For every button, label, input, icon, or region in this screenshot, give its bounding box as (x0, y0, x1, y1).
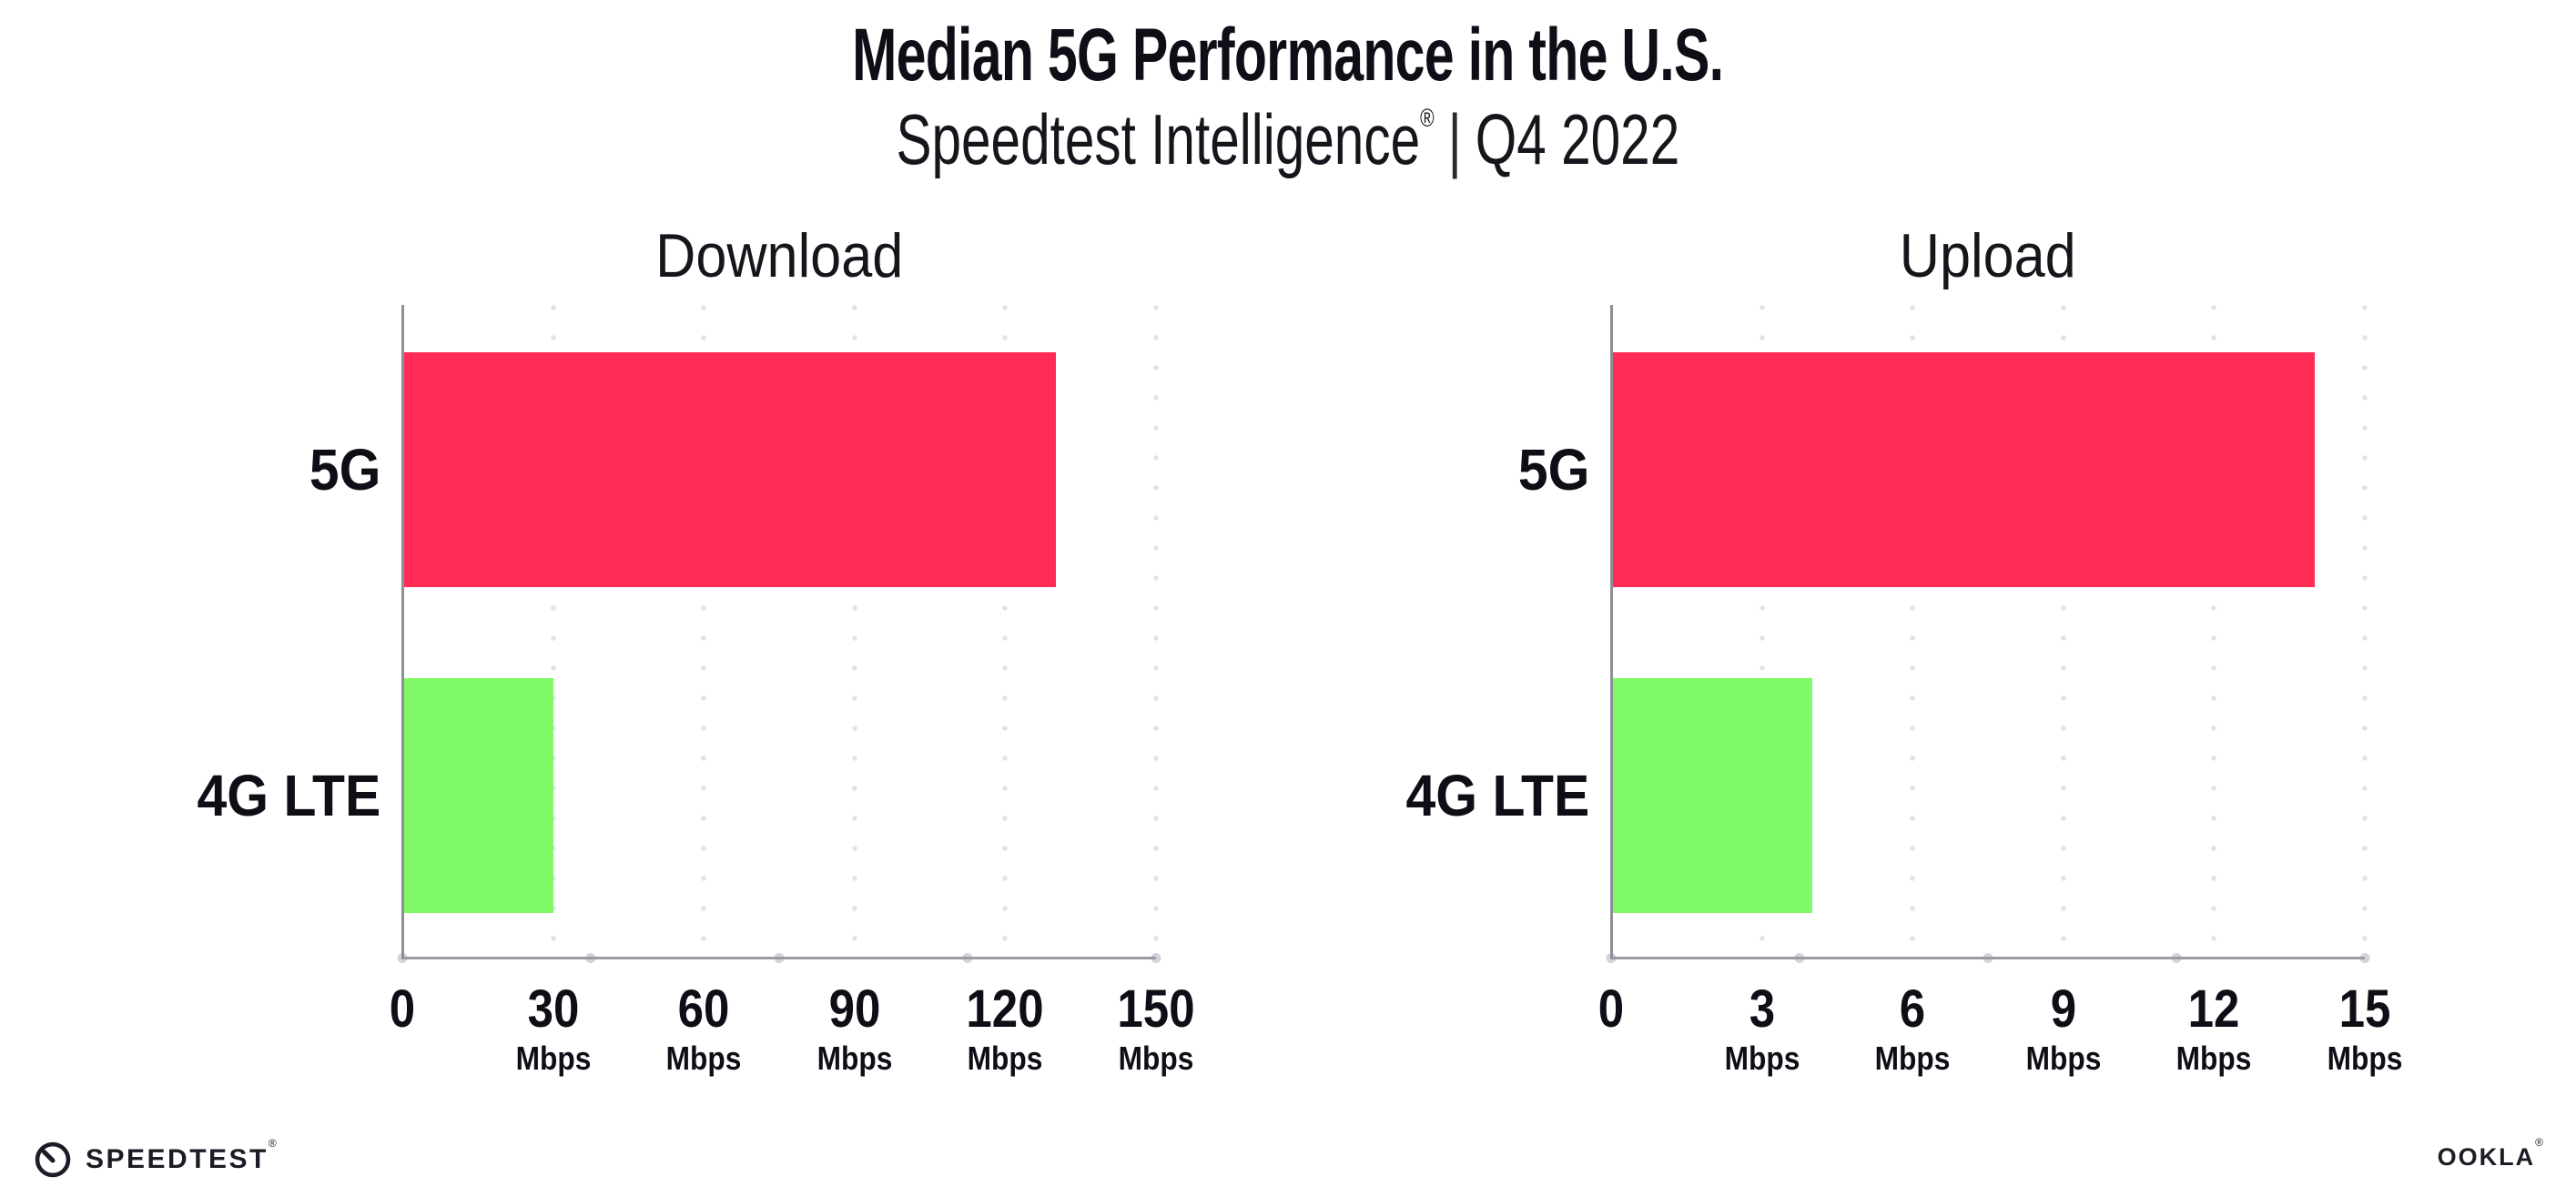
ookla-wordmark-text: OOKLA (2437, 1143, 2536, 1171)
download-x-axis-line (401, 957, 1156, 959)
download-plot-area: 5G 4G LTE (197, 305, 1161, 963)
tick-unit: Mbps (1724, 1040, 1800, 1077)
page-title-text: Median 5G Performance in the U.S. (852, 14, 1724, 96)
gridline (851, 305, 857, 959)
tick-value: 120 (966, 979, 1044, 1039)
tick-unit: Mbps (665, 1040, 742, 1077)
download-y-axis-line (401, 305, 404, 959)
upload-chart-title-text: Upload (1900, 221, 2076, 290)
page-subtitle: Speedtest Intelligence® | Q4 2022 (0, 98, 2576, 181)
upload-x-axis-line (1610, 957, 2365, 959)
tick-value: 15 (2338, 979, 2391, 1039)
gridline (701, 305, 707, 959)
tick-unit: Mbps (1118, 1040, 1194, 1077)
download-category-label-4g-lte: 4G LTE (0, 762, 380, 829)
tick-value: 12 (2187, 979, 2240, 1039)
tick-value: 30 (527, 979, 579, 1039)
download-x-axis-ticks: 0 30 Mbps 60 Mbps 90 Mbps 120 Mbps 150 M… (390, 979, 1195, 1100)
gridline (1002, 305, 1009, 959)
label-text: 4G LTE (197, 763, 380, 828)
tick-value: 90 (828, 979, 881, 1039)
axis-dot (1151, 953, 1161, 963)
tick-value: 6 (1899, 979, 1926, 1039)
upload-y-axis-line (1610, 305, 1613, 959)
upload-x-axis-ticks: 0 3 Mbps 6 Mbps 9 Mbps 12 Mbps 15 Mbps (1598, 979, 2403, 1100)
label-text: 5G (309, 437, 380, 502)
download-category-label-5g: 5G (0, 436, 380, 503)
registered-mark-icon: ® (1420, 104, 1435, 132)
subtitle-separator: | (1447, 99, 1462, 179)
gridline (550, 305, 556, 959)
speedtest-wordmark: SPEEDTEST® (86, 1137, 279, 1175)
tick-unit: Mbps (515, 1040, 591, 1077)
tick-value: 0 (389, 979, 416, 1039)
tick-unit: Mbps (2327, 1040, 2403, 1077)
tick-value: 150 (1117, 979, 1195, 1039)
gridline (1759, 305, 1765, 959)
upload-category-label-5g: 5G (1207, 436, 1589, 503)
label-text: 5G (1517, 437, 1589, 502)
ookla-registered-icon: ® (2535, 1136, 2545, 1149)
gridline (2211, 305, 2217, 959)
ookla-logo: OOKLA® (2437, 1136, 2545, 1172)
upload-4g-lte-bar (1611, 678, 1812, 913)
speedtest-gauge-icon (33, 1140, 73, 1180)
subtitle-period: Q4 2022 (1475, 99, 1680, 179)
download-chart-title-text: Download (654, 221, 904, 290)
speedtest-logo: SPEEDTEST® (33, 1137, 279, 1180)
tick-value: 3 (1749, 979, 1775, 1039)
tick-unit: Mbps (2025, 1040, 2102, 1077)
gridline (2060, 305, 2066, 959)
upload-chart-title: Upload (1611, 220, 2365, 291)
subtitle-brand: Speedtest Intelligence (896, 99, 1421, 179)
speedtest-registered-icon: ® (268, 1137, 279, 1150)
download-chart-title: Download (402, 220, 1156, 291)
tick-value: 0 (1597, 979, 1625, 1039)
download-5g-bar (402, 352, 1056, 587)
tick-unit: Mbps (2176, 1040, 2252, 1077)
upload-plot-area: 5G 4G LTE (1405, 305, 2370, 963)
tick-value: 9 (2050, 979, 2076, 1039)
gridline (2362, 305, 2368, 959)
axis-dot (2359, 953, 2370, 963)
upload-category-label-4g-lte: 4G LTE (1207, 762, 1589, 829)
tick-unit: Mbps (1874, 1040, 1951, 1077)
upload-5g-bar (1611, 352, 2315, 587)
page-title: Median 5G Performance in the U.S. (0, 13, 2576, 98)
label-text: 4G LTE (1405, 763, 1589, 828)
tick-unit: Mbps (816, 1040, 893, 1077)
gridline (1153, 305, 1159, 959)
page-subtitle-text: Speedtest Intelligence® | Q4 2022 (897, 98, 1680, 181)
speedtest-wordmark-text: SPEEDTEST (86, 1144, 269, 1174)
gridline (1910, 305, 1916, 959)
tick-value: 60 (677, 979, 730, 1039)
tick-unit: Mbps (968, 1040, 1043, 1077)
download-4g-lte-bar (402, 678, 553, 913)
